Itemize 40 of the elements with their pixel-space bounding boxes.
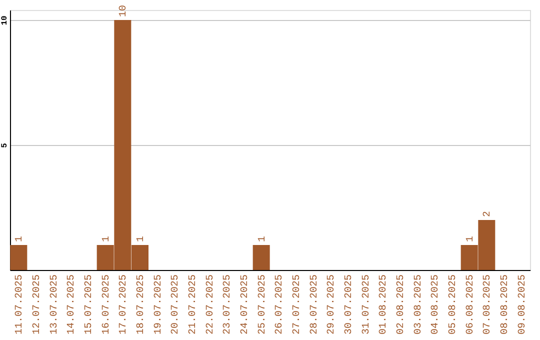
x-tick-label: 25.07.2025 [257,274,268,335]
x-tick-label: 12.07.2025 [32,274,43,335]
y-tick-label: 5 [0,142,10,148]
x-tick-label: 04.08.2025 [430,274,442,335]
x-tick-label: 17.07.2025 [118,274,130,335]
x-tick-label: 09.08.2025 [517,274,528,335]
x-tick-label: 24.07.2025 [240,274,251,335]
data-label: 1 [14,236,26,242]
data-label: 1 [257,236,268,242]
data-label: 1 [136,236,147,242]
x-tick-label: 06.08.2025 [465,274,476,335]
x-tick-label: 07.08.2025 [482,274,494,335]
x-tick-label: 15.07.2025 [84,274,95,335]
bar [10,245,28,270]
data-label: 2 [482,210,494,217]
x-tick-label: 26.07.2025 [274,274,286,335]
x-tick-label: 19.07.2025 [153,274,164,335]
x-tick-label: 13.07.2025 [49,274,60,335]
x-tick-label: 20.07.2025 [170,274,182,335]
x-tick-label: 18.07.2025 [136,274,147,335]
x-tick-label: 08.08.2025 [500,274,511,335]
x-tick-label: 21.07.2025 [188,274,199,335]
x-tick-label: 05.08.2025 [448,274,459,335]
x-tick-label: 28.07.2025 [309,274,320,335]
data-label: 10 [118,4,130,17]
x-tick-label: 03.08.2025 [413,274,424,335]
x-tick-label: 02.08.2025 [396,274,407,335]
x-tick-label: 11.07.2025 [14,274,26,335]
x-tick-label: 22.07.2025 [205,274,216,335]
x-tick-label: 14.07.2025 [66,274,78,335]
data-label: 1 [101,236,112,242]
x-tick-label: 23.07.2025 [222,274,234,335]
x-tick-label: 27.07.2025 [292,274,303,335]
data-label: 1 [465,236,476,242]
x-tick-label: 29.07.2025 [326,274,338,335]
x-tick-label: 01.08.2025 [378,274,390,335]
x-tick-label: 16.07.2025 [101,274,112,335]
x-tick-label: 31.07.2025 [361,274,372,335]
bar [252,245,270,270]
x-tick-label: 30.07.2025 [344,274,355,335]
